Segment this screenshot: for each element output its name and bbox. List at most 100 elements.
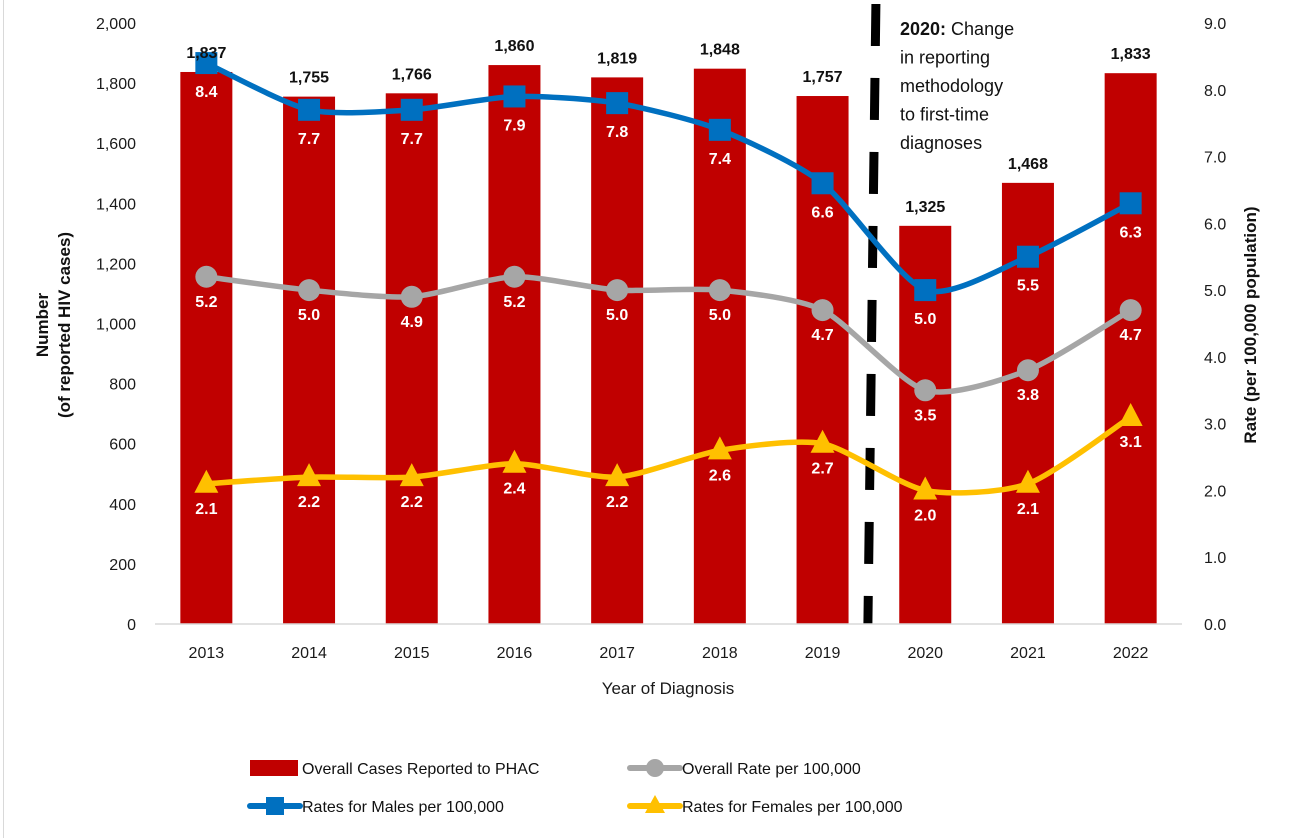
overall-rate-point-2015 (400, 285, 423, 308)
y-axis-title-line: (of reported HIV cases) (55, 232, 74, 418)
y-tick-label: 2,000 (96, 16, 136, 33)
females-rate-point-2016 (502, 449, 527, 473)
males-rate-label-2018: 7.4 (709, 151, 731, 168)
males-rate-label-2016: 7.9 (503, 117, 525, 134)
males-rate-label-2021: 5.5 (1017, 278, 1039, 295)
legend-item-4-label: Rates for Females per 100,000 (682, 799, 903, 816)
bar-value-label-2015: 1,766 (392, 66, 432, 83)
annotation-year: 2020: (900, 19, 946, 39)
overall-rate-label-2019: 4.7 (811, 327, 833, 344)
x-tick-label: 2013 (189, 645, 225, 662)
y-tick-label: 1,800 (96, 76, 136, 93)
lines-group (194, 52, 1143, 500)
females-rate-point-2013 (194, 469, 219, 493)
males-rate-point-2020 (914, 279, 937, 302)
overall-rate-label-2020: 3.5 (914, 407, 936, 424)
y2-tick-label: 7.0 (1204, 150, 1226, 167)
overall-rate-point-2019 (811, 299, 834, 322)
males-rate-point-2015 (400, 98, 423, 121)
y2-tick-label: 2.0 (1204, 483, 1226, 500)
y-tick-label: 1,200 (96, 256, 136, 273)
legend-circle-marker (646, 759, 664, 777)
bar-value-label-2021: 1,468 (1008, 156, 1048, 173)
y-tick-label: 400 (109, 497, 136, 514)
overall-rate-label-2015: 4.9 (401, 314, 423, 331)
x-tick-label: 2020 (907, 645, 943, 662)
males-rate-label-2015: 7.7 (401, 131, 423, 148)
overall-rate-line (205, 274, 1133, 395)
males-rate-label-2019: 6.6 (811, 204, 833, 221)
y2-tick-label: 6.0 (1204, 216, 1226, 233)
overall-rate-point-2018 (708, 279, 731, 302)
y-tick-label: 1,400 (96, 196, 136, 213)
methodology-change-line-group (863, 3, 881, 625)
x-tick-label: 2022 (1113, 645, 1149, 662)
females-rate-label-2016: 2.4 (503, 481, 525, 498)
annotation-group: 2020: Change in reporting methodology to fi… (900, 19, 1014, 153)
bar-value-label-2014: 1,755 (289, 70, 329, 87)
bar-value-label-2016: 1,860 (494, 38, 534, 55)
legend-item-2-label: Overall Rate per 100,000 (682, 761, 861, 778)
y-tick-label: 600 (109, 437, 136, 454)
bar-value-label-2017: 1,819 (597, 50, 637, 67)
overall-rate-point-2017 (606, 279, 629, 302)
males-rate-label-2022: 6.3 (1120, 224, 1142, 241)
overall-rate-point-2020 (914, 379, 937, 402)
overall-rate-label-2018: 5.0 (709, 307, 731, 324)
females-rate-point-2015 (399, 463, 424, 487)
legend-item-1-label: Overall Cases Reported to PHAC (302, 761, 539, 778)
males-rate-point-2017 (606, 92, 629, 115)
methodology-annotation: 2020: Change in reporting methodology to fi… (900, 19, 1014, 153)
x-tick-label: 2016 (497, 645, 533, 662)
methodology-change-dashed-line (863, 3, 881, 625)
females-rate-label-2014: 2.2 (298, 494, 320, 511)
x-tick-label: 2019 (805, 645, 841, 662)
bar-2022 (1104, 73, 1157, 625)
annotation-line: diagnoses (900, 133, 982, 153)
overall-rate-point-2013 (195, 265, 218, 288)
x-tick-label: 2018 (702, 645, 738, 662)
legend-triangle-marker (645, 795, 665, 813)
bar-value-label-2013: 1,837 (186, 45, 226, 62)
females-rate-label-2022: 3.1 (1120, 434, 1142, 451)
overall-rate-point-2022 (1119, 299, 1142, 322)
overall-rate-point-2014 (298, 279, 321, 302)
y2-tick-label: 4.0 (1204, 350, 1226, 367)
females-rate-point-2014 (297, 463, 322, 487)
females-rate-label-2021: 2.1 (1017, 501, 1039, 518)
y2-tick-label: 5.0 (1204, 283, 1226, 300)
females-rate-point-2020 (913, 476, 938, 500)
males-rate-label-2014: 7.7 (298, 131, 320, 148)
y-axis-title-line: Number (33, 293, 52, 358)
y2-tick-label: 0.0 (1204, 617, 1226, 634)
overall-rate-label-2013: 5.2 (195, 294, 217, 311)
bar-2013 (180, 71, 233, 624)
bar-value-label-2018: 1,848 (700, 42, 740, 59)
females-rate-label-2017: 2.2 (606, 494, 628, 511)
y-tick-label: 800 (109, 377, 136, 394)
annotation-line: methodology (900, 76, 1003, 96)
males-rate-point-2022 (1119, 192, 1142, 215)
overall-rate-point-2021 (1016, 359, 1039, 382)
bars-group (180, 65, 1157, 625)
overall-rate-point-2016 (503, 265, 526, 288)
females-rate-point-2018 (707, 436, 732, 460)
females-rate-label-2018: 2.6 (709, 467, 731, 484)
data-labels-group: 5.2 5.0 4.9 5.2 5.0 5.0 4.7 3.5 3.8 4.7 8.4 7.7 7.7 7… (186, 38, 1150, 524)
legend-group: Overall Cases Reported to PHAC Overall Ra… (247, 759, 903, 816)
females-rate-label-2020: 2.0 (914, 507, 936, 524)
x-tick-label: 2014 (291, 645, 327, 662)
bar-value-label-2022: 1,833 (1111, 46, 1151, 63)
females-rate-point-2021 (1015, 469, 1040, 493)
axes-group: 0 200 400 600 800 1,000 1,200 1,400 1,600 1,800 2,… (33, 16, 1260, 698)
overall-rate-label-2016: 5.2 (503, 294, 525, 311)
males-rate-point-2016 (503, 85, 526, 108)
females-rate-point-2017 (605, 463, 630, 487)
females-rate-point-2019 (810, 429, 835, 453)
legend-item-3-label: Rates for Males per 100,000 (302, 799, 504, 816)
x-tick-label: 2017 (599, 645, 635, 662)
y2-axis-title: Rate (per 100,000 population) (1241, 206, 1260, 443)
males-rate-point-2021 (1016, 245, 1039, 268)
males-rate-label-2013: 8.4 (195, 84, 217, 101)
